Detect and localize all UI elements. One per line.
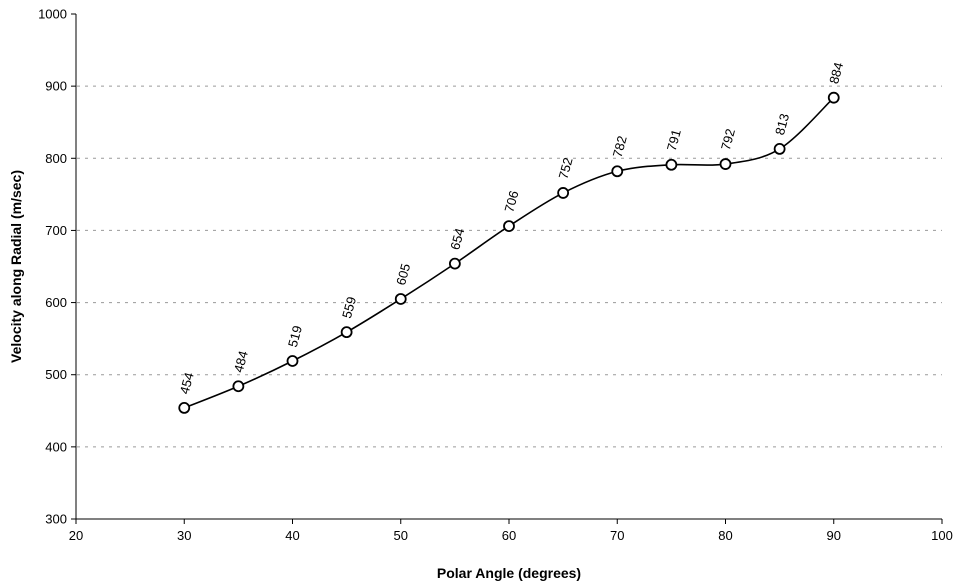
x-tick-label: 60: [502, 528, 516, 543]
y-tick-label: 1000: [38, 7, 67, 22]
y-axis-title: Velocity along Radial (m/sec): [8, 170, 24, 363]
series: [178, 91, 840, 414]
x-tick-label: 90: [827, 528, 841, 543]
data-label: 454: [177, 371, 197, 396]
data-point: [286, 355, 299, 367]
data-point: [232, 380, 245, 393]
data-label: 752: [556, 156, 576, 181]
data-point: [340, 326, 353, 339]
x-tick-label: 40: [285, 528, 299, 543]
data-label: 791: [664, 128, 684, 153]
data-point: [394, 293, 407, 305]
data-point: [827, 91, 840, 104]
y-tick-label: 900: [45, 79, 67, 94]
data-label: 782: [610, 134, 630, 159]
data-label: 559: [339, 295, 359, 320]
series-line: [183, 97, 835, 409]
data-point: [773, 143, 786, 155]
x-axis-ticks: 20 30 40 50 60 70 80 90 100: [69, 519, 953, 543]
data-point: [611, 165, 624, 178]
x-axis-title: Polar Angle (degrees): [437, 565, 581, 581]
axes: [75, 14, 942, 520]
data-label: 654: [447, 227, 467, 252]
data-label: 813: [772, 112, 792, 137]
data-label: 884: [826, 61, 846, 86]
data-point: [503, 220, 515, 233]
x-tick-label: 30: [177, 528, 191, 543]
data-label: 605: [393, 262, 413, 287]
data-point: [448, 257, 461, 270]
y-tick-label: 500: [45, 367, 67, 382]
x-tick-label: 80: [718, 528, 732, 543]
data-point: [665, 158, 678, 171]
y-tick-label: 400: [45, 439, 67, 454]
data-label: 484: [231, 349, 251, 374]
y-axis-ticks: 300 400 500 600 700 800 900 1000: [38, 7, 76, 527]
y-tick-label: 600: [45, 295, 67, 310]
x-tick-label: 70: [610, 528, 624, 543]
data-label: 519: [285, 324, 305, 349]
y-tick-label: 800: [45, 151, 67, 166]
data-label: 706: [501, 189, 521, 214]
data-point: [557, 187, 570, 199]
x-tick-label: 100: [931, 528, 953, 543]
y-tick-label: 300: [45, 512, 67, 527]
data-label: 792: [718, 127, 738, 152]
data-labels: 454 484 519 559 605 654 706 752 782 791 792 813 884: [177, 61, 847, 396]
gridlines: [77, 85, 942, 448]
x-tick-label: 50: [394, 528, 408, 543]
x-tick-label: 20: [69, 528, 83, 543]
data-point: [719, 158, 732, 170]
data-point: [178, 401, 191, 414]
y-tick-label: 700: [45, 223, 67, 238]
